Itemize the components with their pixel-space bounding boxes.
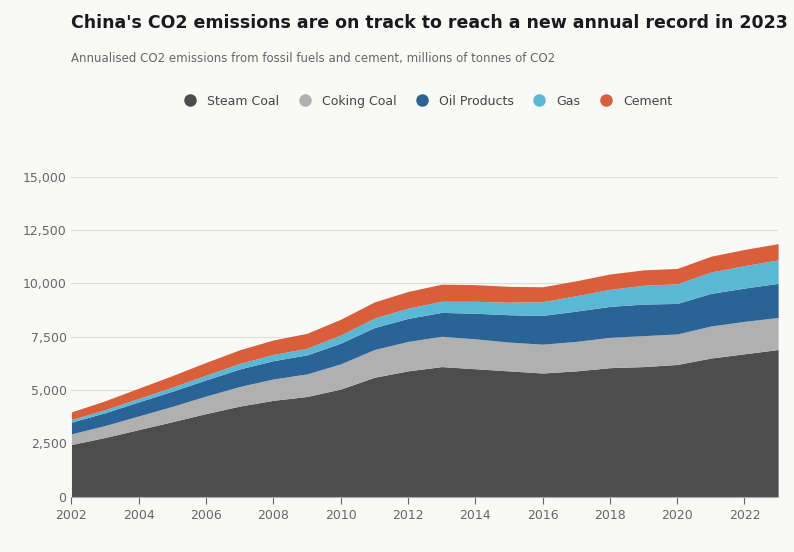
- Text: Annualised CO2 emissions from fossil fuels and cement, millions of tonnes of CO2: Annualised CO2 emissions from fossil fue…: [71, 52, 556, 66]
- Text: China's CO2 emissions are on track to reach a new annual record in 2023: China's CO2 emissions are on track to re…: [71, 14, 788, 32]
- Legend: Steam Coal, Coking Coal, Oil Products, Gas, Cement: Steam Coal, Coking Coal, Oil Products, G…: [172, 90, 677, 113]
